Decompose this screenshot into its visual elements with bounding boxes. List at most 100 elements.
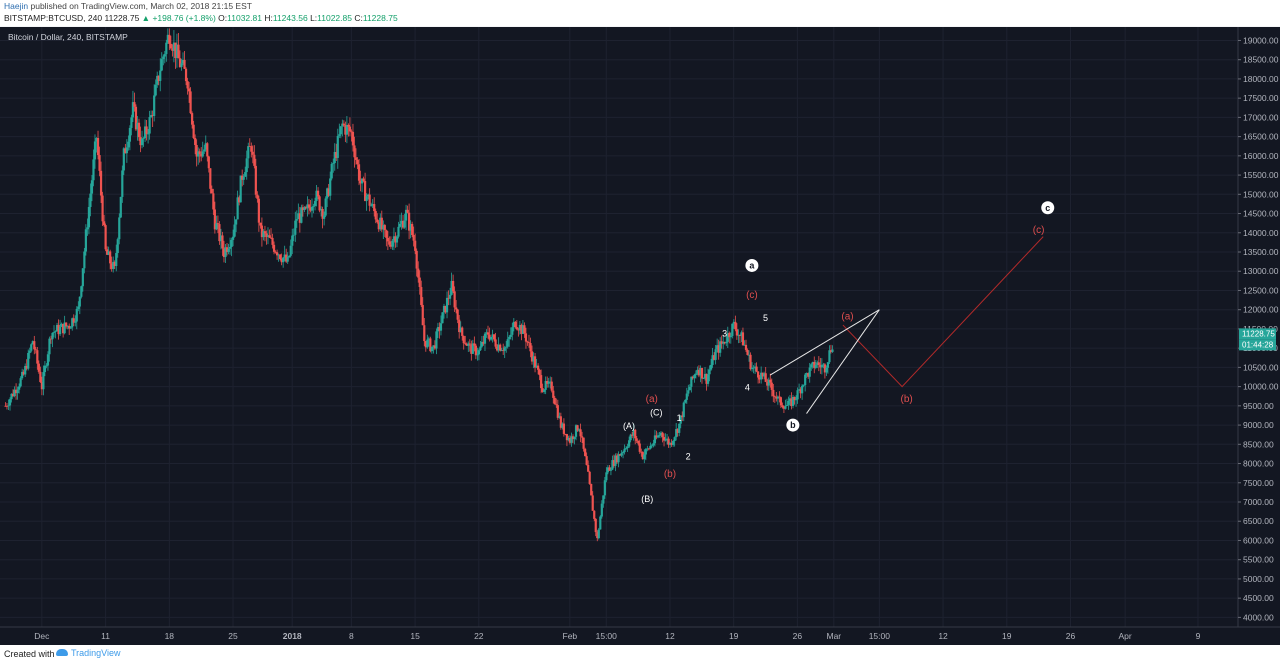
candle-down <box>113 261 116 266</box>
author-link[interactable]: Haejin <box>4 1 29 11</box>
tradingview-logo-icon <box>56 649 68 656</box>
candle-up <box>140 138 144 146</box>
candle-down <box>829 350 833 352</box>
candle-down <box>755 366 758 372</box>
y-tick-label: 10000.00 <box>1243 382 1279 392</box>
candle-up <box>197 151 200 157</box>
candle-down <box>408 212 411 231</box>
candle-up <box>13 389 16 397</box>
candle-down <box>587 464 590 472</box>
candle-up <box>8 399 12 406</box>
candle-up <box>245 158 248 173</box>
candle-up <box>147 133 150 135</box>
candle-down <box>253 154 256 166</box>
candle-up <box>345 124 348 135</box>
candle-up <box>426 339 429 348</box>
y-tick-label: 19000.00 <box>1243 35 1279 45</box>
candle-up <box>156 75 159 85</box>
time-axis[interactable]: Dec 11 18 25 2018 8 15 22 Feb 15:00 12 19 26 Mar 15:00… <box>34 631 1200 641</box>
candle-down <box>99 170 103 196</box>
candle-up <box>324 198 327 216</box>
candle-up <box>599 516 602 530</box>
candle-up <box>658 435 661 436</box>
candle-down <box>388 241 391 245</box>
candle-up <box>329 178 332 196</box>
candle-down <box>342 123 345 126</box>
candle-up <box>409 223 412 231</box>
candle-up <box>509 334 512 337</box>
candle-down <box>564 433 567 435</box>
candle-up <box>319 208 323 211</box>
candle-down <box>269 237 273 239</box>
candle-down <box>25 366 28 369</box>
candle-up <box>341 123 344 127</box>
candle-up <box>714 349 717 360</box>
candle-up <box>19 378 22 387</box>
candle-down <box>470 344 473 354</box>
candle-up <box>89 193 92 207</box>
candle-down <box>137 122 141 138</box>
candle-down <box>502 350 505 352</box>
candle-up <box>644 449 647 455</box>
candle-up <box>760 372 763 380</box>
candle-up <box>262 231 265 238</box>
y-tick-label: 15000.00 <box>1243 189 1279 199</box>
candle-up <box>650 445 653 447</box>
candle-down <box>411 223 414 235</box>
candle-up <box>119 196 122 218</box>
candle-down <box>781 405 784 408</box>
candle-down <box>274 251 277 253</box>
y-tick-label: 16000.00 <box>1243 151 1279 161</box>
x-tick-label: 15:00 <box>869 631 891 641</box>
candle-down <box>462 335 465 344</box>
candle-down <box>585 456 588 465</box>
candle-up <box>574 425 578 437</box>
x-tick-label: 2018 <box>283 631 302 641</box>
up-triangle-icon: ▲ <box>141 13 151 23</box>
candle-up <box>614 455 617 466</box>
countdown-badge: 01:44:28 <box>1239 339 1276 351</box>
candle-down <box>584 448 587 457</box>
wave-labels: 1 2 3 4 5 (A) (B) (C) (a) (b) (c) (a) (b) (c) a b c <box>623 201 1055 504</box>
candle-up <box>672 441 675 445</box>
candle-up <box>532 356 535 362</box>
candle-up <box>678 423 681 433</box>
candle-up <box>154 84 157 96</box>
candle-down <box>374 211 377 220</box>
candle-down <box>766 381 769 386</box>
candle-up <box>382 225 385 230</box>
candle-up <box>58 326 62 335</box>
x-tick-label: 9 <box>1196 631 1201 641</box>
candle-up <box>450 280 453 295</box>
candle-down <box>590 483 593 496</box>
candle-up <box>804 374 807 386</box>
candle-down <box>225 247 229 252</box>
candle-down <box>456 309 459 320</box>
chart-header: Haejin published on TradingView.com, Mar… <box>0 0 1280 26</box>
candle-down <box>778 396 781 398</box>
candle-down <box>347 124 350 127</box>
candle-up <box>122 148 125 171</box>
candle-down <box>455 307 458 310</box>
candle-up <box>10 393 13 400</box>
candle-down <box>40 382 43 390</box>
candle-down <box>222 248 226 258</box>
candle-up <box>181 59 185 64</box>
x-tick-label: Dec <box>34 631 50 641</box>
candle-up <box>315 190 318 202</box>
tradingview-logo-link[interactable]: TradingView <box>56 648 121 658</box>
candle-up <box>292 234 295 236</box>
candle-up <box>709 364 713 370</box>
open-value: 11032.81 <box>227 13 262 23</box>
candle-up <box>289 245 292 256</box>
candle-up <box>432 345 435 347</box>
candle-down <box>151 115 154 117</box>
x-tick-label: 26 <box>793 631 803 641</box>
candle-down <box>383 225 386 231</box>
candle-up <box>737 335 740 336</box>
chart-area[interactable]: 1 2 3 4 5 (A) (B) (C) (a) (b) (c) (a) (b) (c) a b c 4000… <box>0 27 1280 645</box>
candle-down <box>14 389 18 394</box>
y-tick-label: 5000.00 <box>1243 574 1274 584</box>
candle-down <box>350 131 353 133</box>
